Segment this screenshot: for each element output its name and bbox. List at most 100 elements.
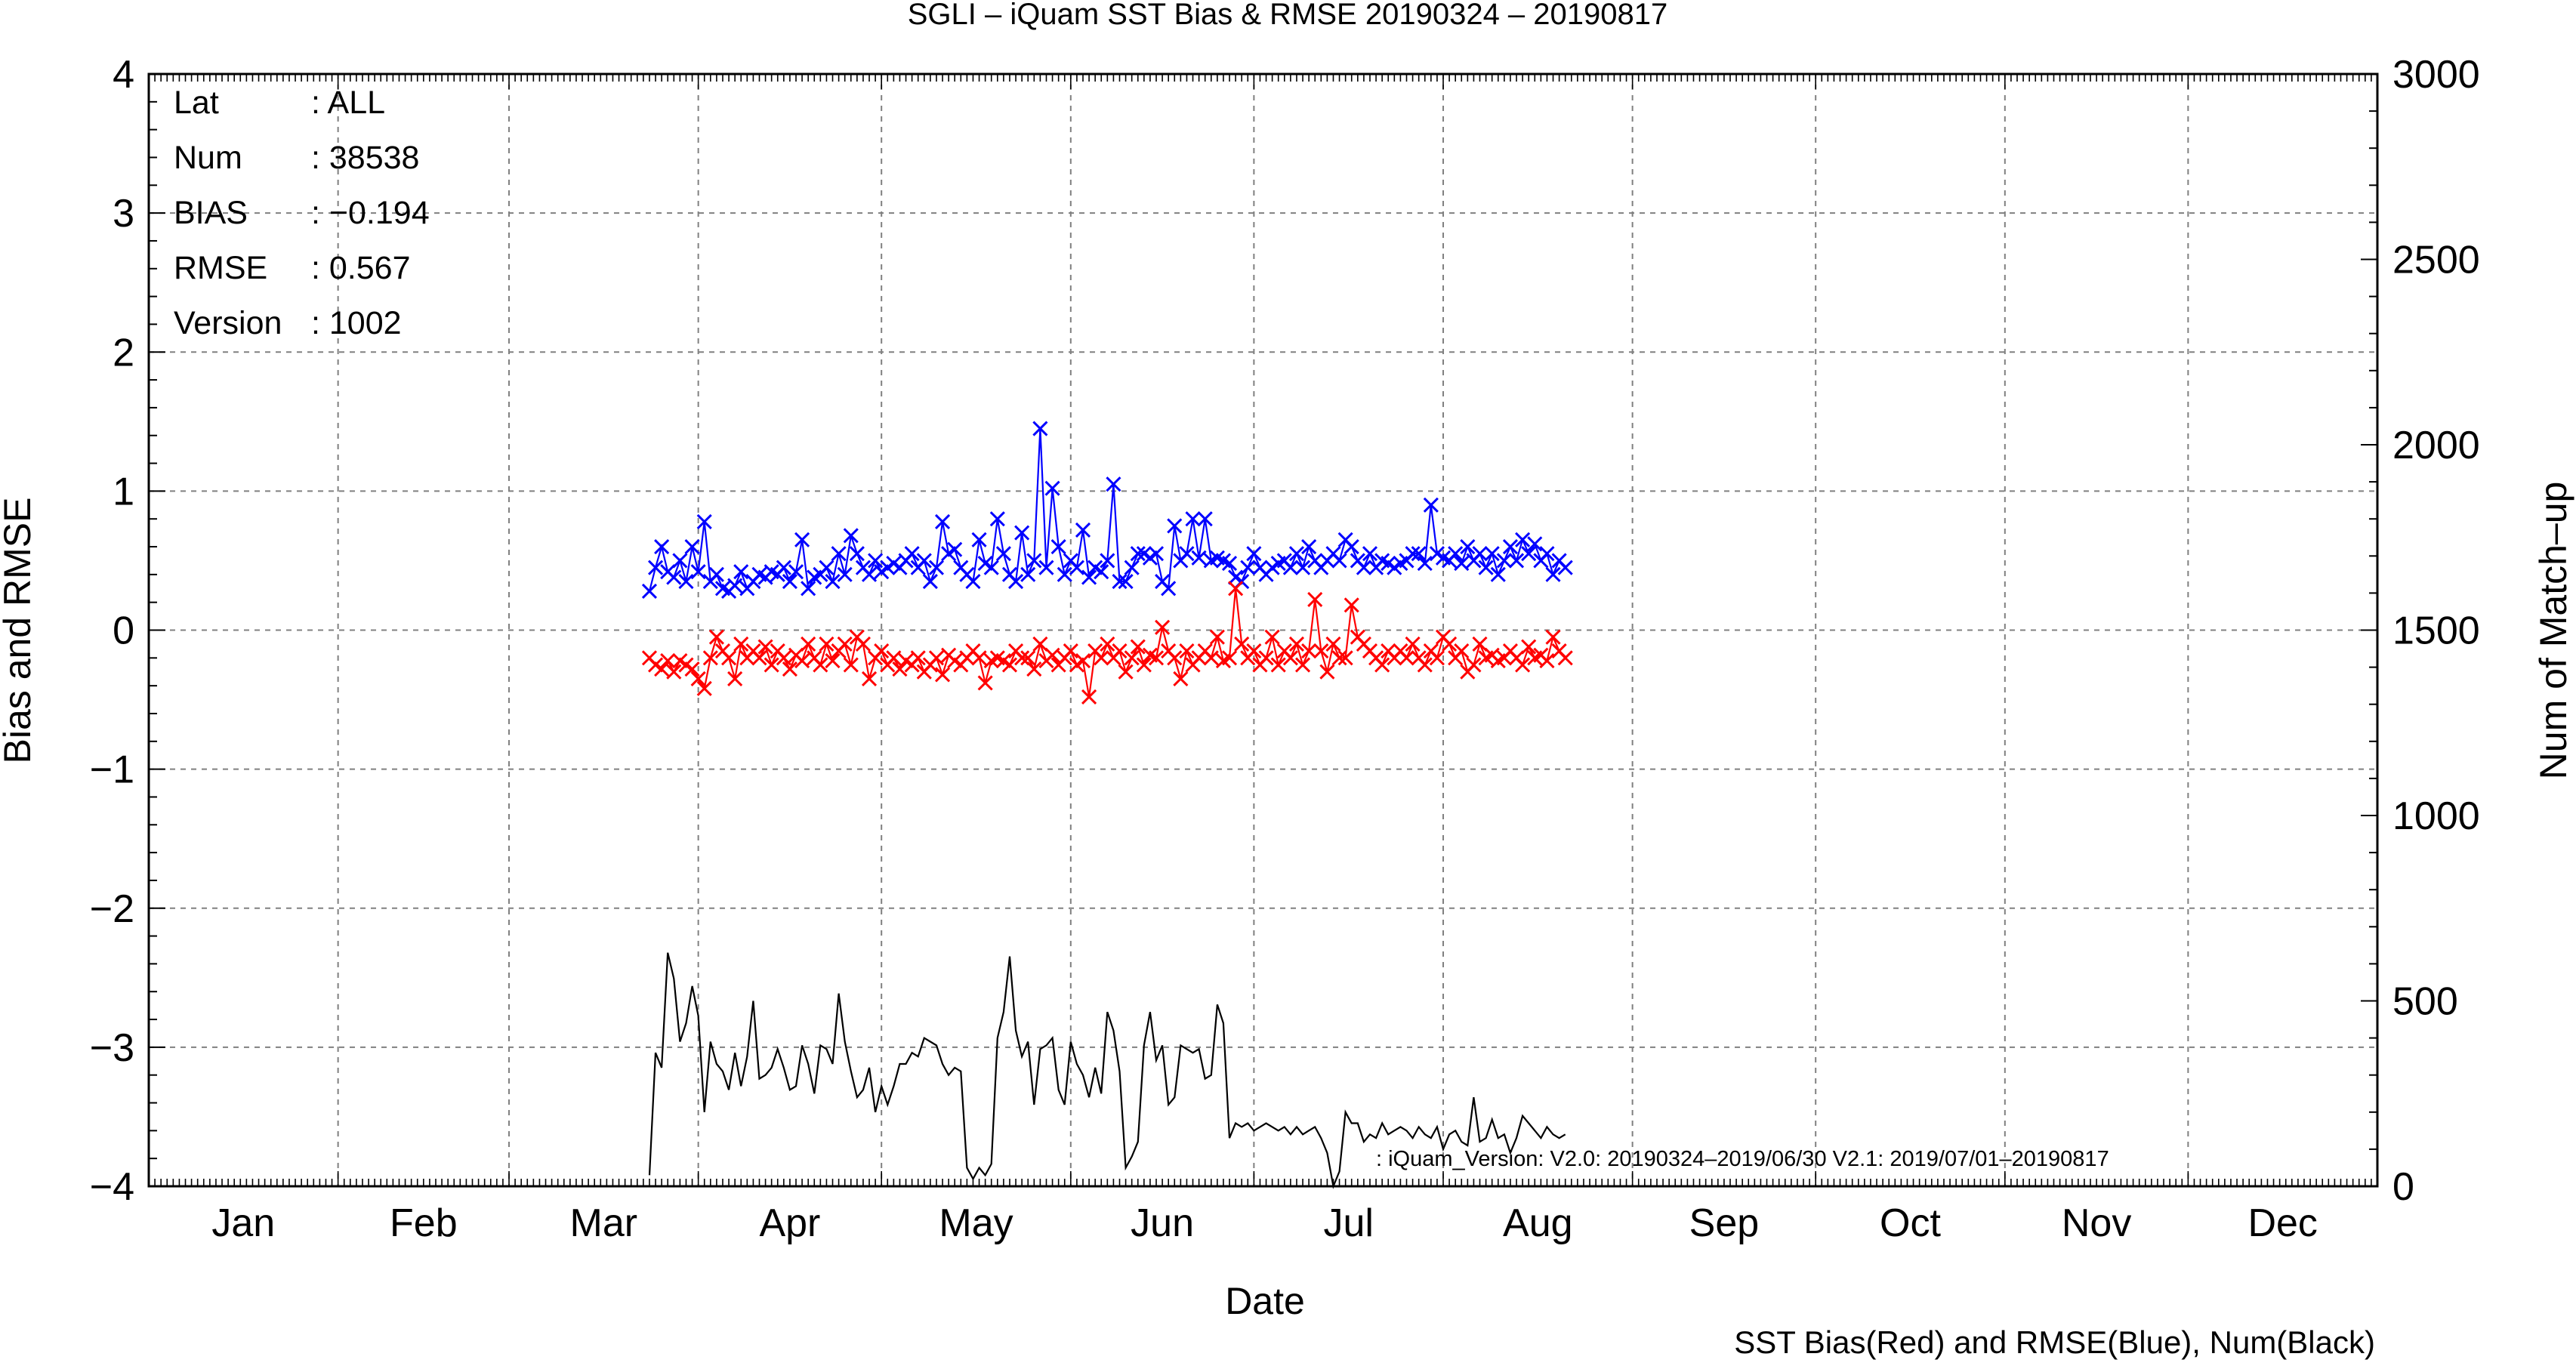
- series-point-rmse: [1161, 581, 1177, 597]
- series-point-bias: [1203, 650, 1219, 666]
- series-point-rmse: [922, 573, 938, 590]
- series-point-rmse: [965, 573, 981, 590]
- series-point-bias: [1100, 636, 1115, 652]
- series-point-bias: [1545, 629, 1561, 645]
- series-point-rmse: [868, 553, 884, 569]
- series-point-bias: [794, 652, 810, 669]
- series-point-bias: [1032, 636, 1048, 652]
- version-annotation: : iQuam_Version: V2.0: 20190324–2019/06/…: [1376, 1147, 2109, 1171]
- stat-label: RMSE: [174, 250, 267, 286]
- series-point-rmse: [794, 532, 810, 547]
- stat-label: BIAS: [174, 195, 248, 231]
- series-point-rmse: [1179, 546, 1195, 562]
- series-point-rmse: [733, 564, 749, 580]
- series-point-rmse: [1454, 556, 1470, 572]
- month-label: Aug: [1503, 1201, 1573, 1245]
- series-point-rmse: [1294, 560, 1311, 575]
- series-point-rmse: [1331, 553, 1347, 569]
- series-point-bias: [1001, 657, 1018, 673]
- series-point-bias: [727, 671, 743, 687]
- series-point-rmse: [678, 573, 694, 590]
- right-tick-label: 1000: [2392, 794, 2480, 838]
- series-layer: [641, 421, 1573, 1189]
- series-point-bias: [654, 661, 670, 677]
- series-point-bias: [702, 650, 718, 666]
- series-point-bias: [874, 643, 890, 659]
- series-point-bias: [1282, 650, 1298, 666]
- series-point-rmse: [1527, 536, 1543, 552]
- series-point-bias: [1374, 657, 1390, 673]
- stats-box: Lat: ALL Num: 38538 BIAS: −0.194 RMSE: 0.56…: [174, 85, 430, 341]
- series-point-bias: [1124, 650, 1140, 666]
- series-point-rmse: [1411, 546, 1427, 562]
- series-point-bias: [861, 671, 878, 687]
- series-point-rmse: [1148, 546, 1165, 562]
- series-point-rmse: [843, 528, 859, 544]
- series-point-bias: [1148, 650, 1165, 666]
- series-point-bias: [1539, 652, 1555, 669]
- series-point-rmse: [727, 578, 743, 594]
- month-label: Jul: [1323, 1201, 1373, 1245]
- left-tick-label: 3: [113, 192, 134, 236]
- series-point-rmse: [1460, 538, 1476, 555]
- series-point-bias: [1112, 643, 1128, 659]
- series-point-rmse: [1502, 538, 1519, 555]
- right-axis-tick-labels: 3000 2500 2000 1500 1000 500 0: [2392, 53, 2480, 1209]
- series-point-rmse: [989, 511, 1005, 527]
- series-point-rmse: [1014, 525, 1030, 541]
- month-label: Oct: [1880, 1201, 1941, 1245]
- series-point-rmse: [1515, 532, 1531, 547]
- series-point-rmse: [1118, 573, 1134, 590]
- series-point-bias: [1075, 652, 1091, 669]
- series-point-rmse: [1038, 560, 1054, 575]
- month-label: Sep: [1689, 1201, 1760, 1245]
- series-point-rmse: [1362, 546, 1378, 562]
- series-point-rmse: [666, 569, 682, 585]
- series-point-bias: [1020, 650, 1036, 666]
- series-point-bias: [855, 636, 872, 652]
- series-point-rmse: [1044, 480, 1060, 496]
- month-label: Apr: [759, 1201, 820, 1245]
- series-point-bias: [1521, 639, 1537, 655]
- series-point-rmse: [1100, 553, 1115, 569]
- series-point-bias: [1258, 650, 1274, 666]
- series-point-rmse: [788, 564, 804, 580]
- series-point-bias: [751, 650, 767, 666]
- left-tick-label: −4: [90, 1165, 134, 1209]
- series-point-bias: [843, 657, 859, 673]
- series-point-bias: [1118, 664, 1134, 680]
- series-point-bias: [1301, 643, 1317, 659]
- series-point-rmse: [672, 553, 688, 569]
- series-point-bias: [1209, 629, 1225, 645]
- series-point-bias: [1557, 650, 1573, 666]
- series-point-rmse: [971, 532, 987, 547]
- series-point-bias: [825, 652, 841, 669]
- right-tick-label: 500: [2392, 980, 2458, 1024]
- chart-title: SGLI – iQuam SST Bias & RMSE 20190324 – …: [908, 0, 1668, 31]
- left-tick-label: −3: [90, 1026, 134, 1070]
- right-tick-label: 1500: [2392, 609, 2480, 653]
- stat-value: : 1002: [311, 305, 402, 341]
- series-point-rmse: [916, 553, 932, 569]
- series-point-bias: [1442, 636, 1458, 652]
- series-point-bias: [1307, 591, 1323, 608]
- series-point-rmse: [1081, 569, 1097, 585]
- series-point-rmse: [1020, 566, 1036, 582]
- series-point-bias: [1472, 636, 1488, 652]
- series-point-rmse: [1490, 566, 1506, 582]
- series-point-bias: [1246, 643, 1262, 659]
- series-point-bias: [1136, 657, 1152, 673]
- series-point-rmse: [1557, 560, 1573, 575]
- month-label: Feb: [390, 1201, 458, 1245]
- series-point-bias: [1094, 650, 1109, 666]
- series-point-bias: [733, 636, 749, 652]
- series-point-bias: [1429, 650, 1445, 666]
- series-point-rmse: [1221, 556, 1238, 572]
- series-point-bias: [1515, 657, 1531, 673]
- series-point-rmse: [1282, 560, 1298, 575]
- series-point-rmse: [1545, 566, 1561, 582]
- series-point-rmse: [1167, 518, 1183, 534]
- series-point-bias: [1344, 597, 1359, 613]
- series-point-rmse: [690, 564, 706, 580]
